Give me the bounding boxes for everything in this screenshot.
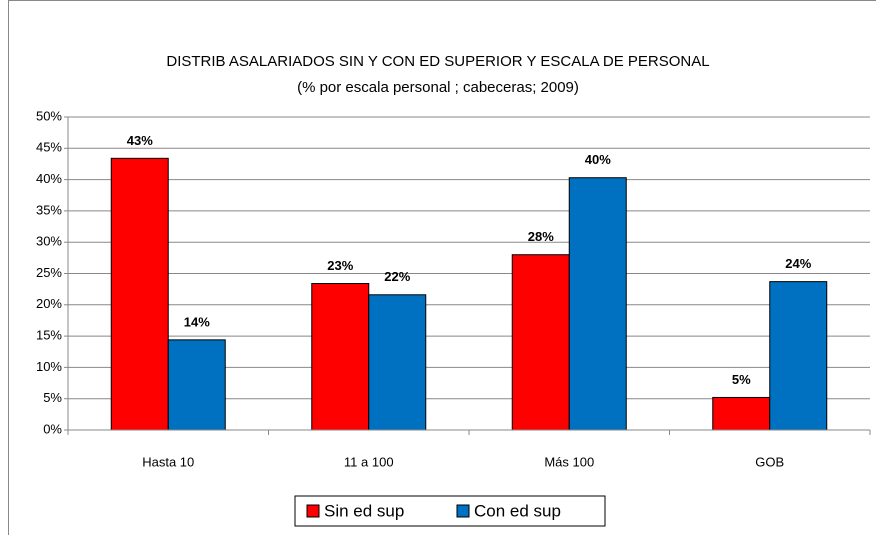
y-tick-label: 45% <box>36 140 62 155</box>
value-label: 28% <box>528 229 554 244</box>
bar <box>368 294 427 431</box>
value-label: 5% <box>732 372 751 387</box>
legend-box <box>294 495 606 527</box>
y-tick-label: 35% <box>36 202 62 217</box>
value-label: 23% <box>327 258 353 273</box>
y-tick-label: 10% <box>36 359 62 374</box>
chart-frame <box>8 0 876 535</box>
y-tick-label: 0% <box>43 421 62 436</box>
x-tick-label: Hasta 10 <box>142 454 194 469</box>
bar <box>311 283 370 431</box>
y-tick-label: 20% <box>36 296 62 311</box>
legend-swatch <box>456 504 470 518</box>
y-tick-label: 50% <box>36 108 62 123</box>
value-label: 24% <box>785 256 811 271</box>
value-label: 22% <box>384 269 410 284</box>
x-tick-label: GOB <box>755 454 784 469</box>
legend-label: Con ed sup <box>474 501 561 520</box>
chart-subtitle: (% por escala personal ; cabeceras; 2009… <box>297 79 579 96</box>
value-label: 40% <box>585 152 611 167</box>
bar <box>167 339 226 431</box>
chart-title: DISTRIB ASALARIADOS SIN Y CON ED SUPERIO… <box>166 53 709 70</box>
y-tick-label: 15% <box>36 328 62 343</box>
legend-label: Sin ed sup <box>324 501 404 520</box>
legend-swatch <box>306 504 320 518</box>
y-tick-label: 30% <box>36 234 62 249</box>
value-label: 14% <box>184 314 210 329</box>
x-tick-label: 11 a 100 <box>344 454 394 469</box>
bar <box>110 157 169 431</box>
x-tick-label: Más 100 <box>544 454 594 469</box>
bar <box>769 281 828 431</box>
bar <box>511 254 570 431</box>
value-label: 43% <box>127 133 153 148</box>
y-tick-label: 5% <box>43 390 62 405</box>
y-tick-label: 25% <box>36 265 62 280</box>
y-tick-label: 40% <box>36 171 62 186</box>
bar <box>712 396 771 431</box>
bar <box>568 177 627 431</box>
